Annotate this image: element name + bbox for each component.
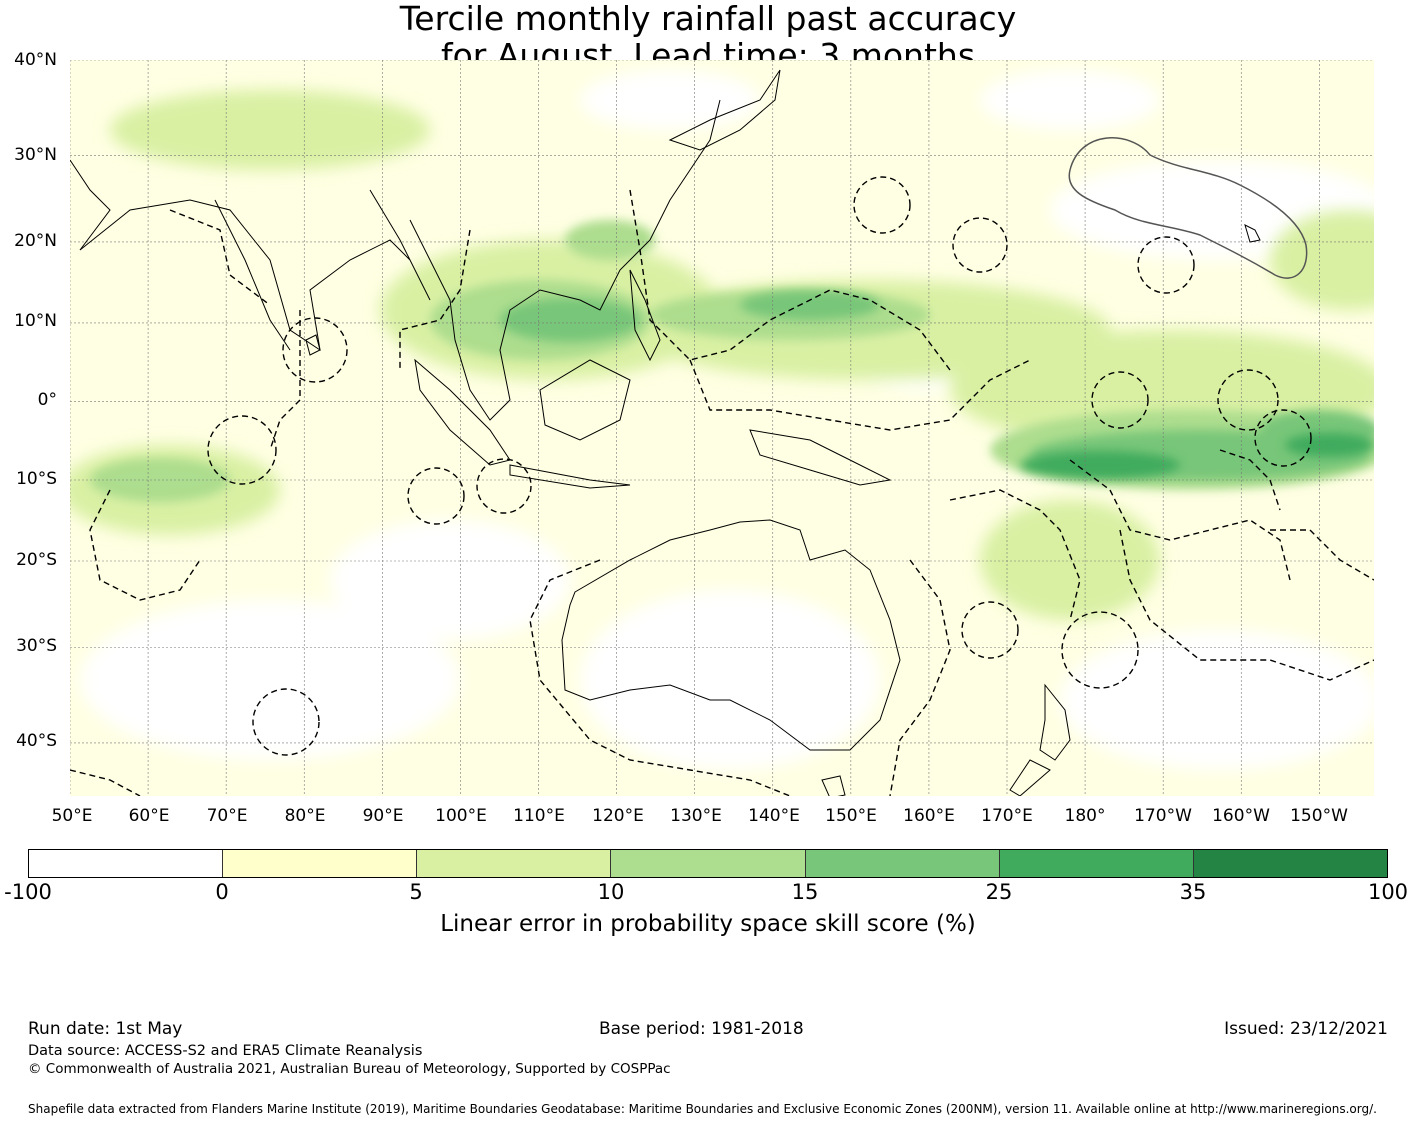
map-canvas (70, 60, 1374, 796)
lat-label-0: 0° (37, 390, 57, 410)
lon-label-90e: 90°E (362, 806, 404, 826)
colorbar-segment (611, 850, 806, 877)
colorbar-tick: 35 (1179, 880, 1207, 904)
eez-boundaries (70, 176, 1374, 796)
map-title: Tercile monthly rainfall past accuracy f… (0, 0, 1416, 74)
lat-label-30n: 30°N (14, 145, 57, 165)
lat-label-20n: 20°N (14, 231, 57, 251)
colorbar-segment (1193, 850, 1387, 877)
lon-label-100e: 100°E (435, 806, 487, 826)
colorbar-segment (999, 850, 1194, 877)
lon-label-120e: 120°E (592, 806, 644, 826)
lon-label-160e: 160°E (903, 806, 955, 826)
colorbar-tick: 0 (215, 880, 229, 904)
lon-label-160w: 160°W (1212, 806, 1270, 826)
colorbar-segment (29, 850, 224, 877)
lat-label-10n: 10°N (14, 311, 57, 331)
lon-label-170w: 170°W (1134, 806, 1192, 826)
lon-label-150e: 150°E (825, 806, 877, 826)
lon-label-180: 180° (1064, 806, 1106, 826)
lon-label-130e: 130°E (670, 806, 722, 826)
shapefile-credit: Shapefile data extracted from Flanders M… (28, 1102, 1377, 1116)
colorbar-tick: 5 (409, 880, 423, 904)
lon-label-60e: 60°E (128, 806, 170, 826)
lon-label-110e: 110°E (513, 806, 565, 826)
colorbar-segment (417, 850, 612, 877)
colorbar-segment (805, 850, 1000, 877)
base-period: Base period: 1981-2018 (599, 1019, 804, 1039)
colorbar-label: Linear error in probability space skill … (440, 911, 976, 937)
skill-shading (70, 60, 1374, 796)
skill-map (70, 60, 1374, 796)
lat-label-30s: 30°S (16, 636, 57, 656)
lon-label-140e: 140°E (748, 806, 800, 826)
lon-label-80e: 80°E (284, 806, 326, 826)
colorbar-tick: -100 (4, 880, 52, 904)
run-date: Run date: 1st May (28, 1019, 183, 1039)
colorbar (28, 849, 1388, 878)
coastlines (70, 69, 1261, 796)
title-line-1: Tercile monthly rainfall past accuracy (399, 0, 1017, 38)
lon-label-150w: 150°W (1290, 806, 1348, 826)
lon-label-50e: 50°E (51, 806, 93, 826)
copyright: © Commonwealth of Australia 2021, Austra… (28, 1061, 671, 1077)
colorbar-tick: 15 (791, 880, 819, 904)
lat-label-20s: 20°S (16, 550, 57, 570)
skill-contour (1068, 137, 1308, 279)
lat-label-40n: 40°N (14, 50, 57, 70)
lat-label-10s: 10°S (16, 469, 57, 489)
colorbar-tick: 100 (1367, 880, 1409, 904)
lat-label-40s: 40°S (16, 731, 57, 751)
lon-label-70e: 70°E (206, 806, 248, 826)
issued-date: Issued: 23/12/2021 (1224, 1019, 1388, 1039)
lon-label-170e: 170°E (981, 806, 1033, 826)
data-source: Data source: ACCESS-S2 and ERA5 Climate … (28, 1043, 423, 1059)
colorbar-segment (223, 850, 418, 877)
colorbar-tick: 10 (597, 880, 625, 904)
colorbar-tick: 25 (985, 880, 1013, 904)
